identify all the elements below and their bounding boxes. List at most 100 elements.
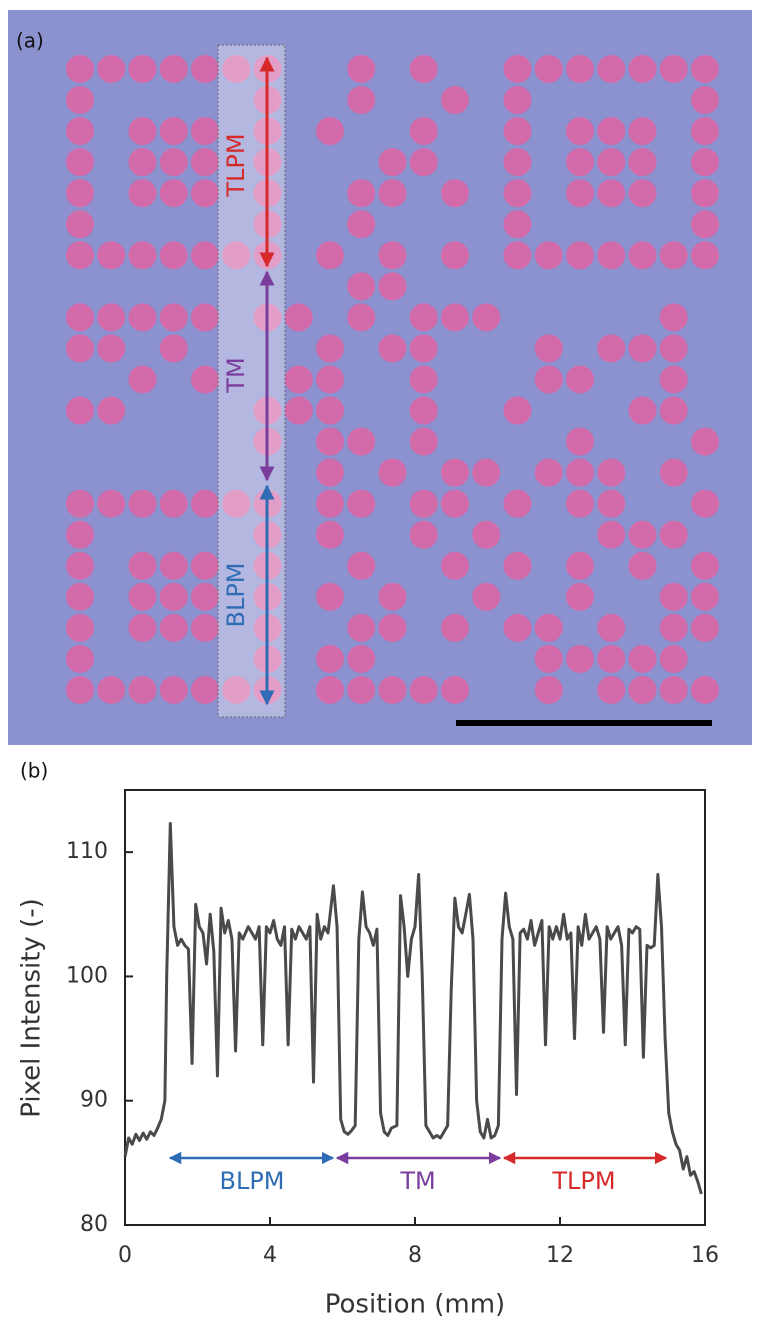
dot: [191, 676, 219, 704]
dot: [191, 179, 219, 208]
dot: [378, 458, 407, 487]
dot: [659, 365, 688, 394]
dot: [659, 303, 688, 332]
dot: [566, 427, 594, 456]
dot: [503, 396, 532, 425]
dot: [128, 489, 157, 518]
dot: [566, 551, 594, 580]
dot: [409, 676, 438, 704]
dot: [628, 396, 657, 425]
dot: [597, 55, 626, 83]
dot: [503, 86, 532, 115]
dot: [347, 210, 376, 239]
dot: [691, 613, 719, 642]
dot: [691, 86, 719, 115]
x-tick-label: 16: [691, 1243, 719, 1268]
dot: [378, 272, 407, 301]
dot: [628, 241, 657, 270]
dot: [441, 458, 469, 487]
panel-label: (b): [20, 759, 48, 783]
dot: [628, 334, 657, 363]
dot: [628, 117, 657, 146]
annotation: TLPM: [222, 133, 250, 197]
dot: [66, 489, 94, 518]
dot: [316, 676, 344, 704]
dot: [409, 55, 438, 83]
dot: [472, 520, 501, 549]
dot: [691, 55, 719, 83]
dot: [597, 334, 626, 363]
dot: [159, 241, 188, 270]
dot: [159, 613, 188, 642]
dot: [534, 458, 563, 487]
dot: [597, 676, 626, 704]
dot: [284, 396, 313, 425]
dot: [659, 613, 688, 642]
dot: [66, 179, 94, 208]
dot: [347, 303, 376, 332]
dot: [128, 303, 157, 332]
dot: [691, 210, 719, 239]
dot: [97, 241, 126, 270]
dot: [409, 396, 438, 425]
dot: [97, 489, 126, 518]
dot: [128, 55, 157, 83]
dot: [316, 117, 344, 146]
dot: [691, 117, 719, 146]
dot: [597, 148, 626, 177]
scale-bar: [456, 720, 712, 726]
dot: [566, 365, 594, 394]
data-line: [123, 822, 703, 1195]
dot: [534, 55, 563, 83]
dot: [191, 582, 219, 611]
dot: [347, 179, 376, 208]
dot: [347, 427, 376, 456]
x-tick-label: 4: [263, 1243, 277, 1268]
dot: [316, 241, 344, 270]
dot: [316, 644, 344, 673]
annotation: TLPM: [551, 1167, 615, 1195]
dot: [628, 148, 657, 177]
annotation: TM: [222, 357, 250, 393]
plot-frame: [124, 789, 706, 1226]
dot: [566, 458, 594, 487]
dot: [66, 303, 94, 332]
dot: [159, 179, 188, 208]
dot: [347, 272, 376, 301]
panel-label: (a): [16, 29, 44, 53]
dot: [159, 489, 188, 518]
dot: [691, 551, 719, 580]
dot: [659, 55, 688, 83]
dot: [597, 489, 626, 518]
dot: [597, 613, 626, 642]
dot: [159, 303, 188, 332]
dot: [159, 551, 188, 580]
x-tick-label: 8: [408, 1243, 422, 1268]
dot: [128, 551, 157, 580]
dot: [159, 582, 188, 611]
dot: [128, 582, 157, 611]
dot: [66, 551, 94, 580]
dot: [566, 117, 594, 146]
dot: [597, 458, 626, 487]
dot: [597, 520, 626, 549]
dot: [128, 148, 157, 177]
dot: [503, 148, 532, 177]
dot: [191, 148, 219, 177]
dot: [597, 644, 626, 673]
y-axis-title: Pixel Intensity (-): [17, 898, 47, 1118]
dot: [128, 676, 157, 704]
x-axis-title: Position (mm): [325, 1290, 505, 1320]
dot: [347, 551, 376, 580]
dot: [409, 148, 438, 177]
dot: [191, 551, 219, 580]
dot: [691, 582, 719, 611]
dot: [378, 148, 407, 177]
dot: [597, 117, 626, 146]
dot: [566, 179, 594, 208]
dot: [534, 365, 563, 394]
dot: [66, 241, 94, 270]
dot: [347, 86, 376, 115]
dot: [159, 148, 188, 177]
dot: [441, 551, 469, 580]
